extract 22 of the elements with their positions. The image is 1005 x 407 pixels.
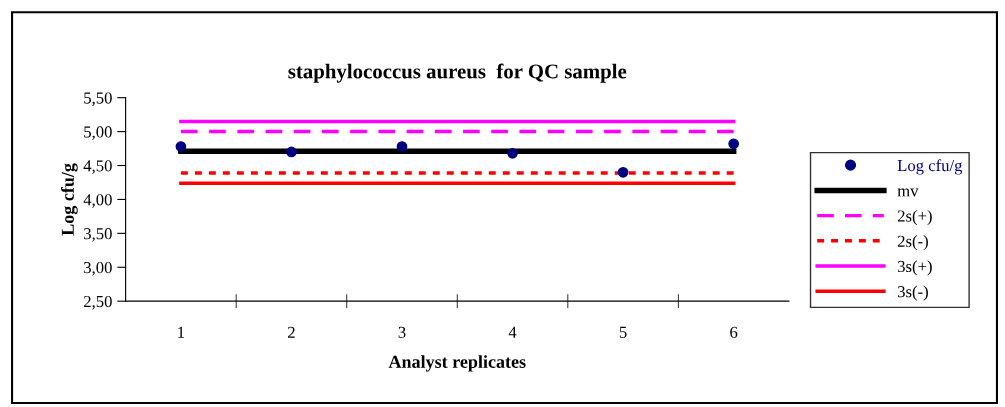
y-tick-label: 4,00 [83,194,112,208]
y-axis-title: Log cfu/g [61,163,78,236]
y-tick-label: 3,00 [84,261,112,276]
text: Log cfu/g [897,159,963,175]
y-tick-label: 5,50 [84,92,112,107]
x-tick-label: 2 [288,326,295,338]
legend-label: 3s(-) [897,285,928,301]
x-axis-title: Analyst replicates [388,355,526,372]
x-tick-label: 6 [730,326,738,338]
y-tick-label: 5,00 [84,126,112,140]
x-tick-label: 4 [508,326,517,338]
chart-title: staphylococcus aureus for QC sample [288,63,627,83]
legend-label: 2s(+) [897,209,932,226]
x-tick-label: 1 [178,326,185,338]
x-tick-label: 5 [619,326,627,338]
y-tick-label: 2,50 [84,295,112,310]
x-tick-label: 3 [398,326,406,338]
y-tick-label: 3,50 [84,228,112,242]
legend-label: 2s(-) [897,235,928,251]
legend-label: mv [897,188,919,197]
y-tick-label: 4,50 [83,160,112,174]
legend-label: 3s(+) [897,260,932,276]
